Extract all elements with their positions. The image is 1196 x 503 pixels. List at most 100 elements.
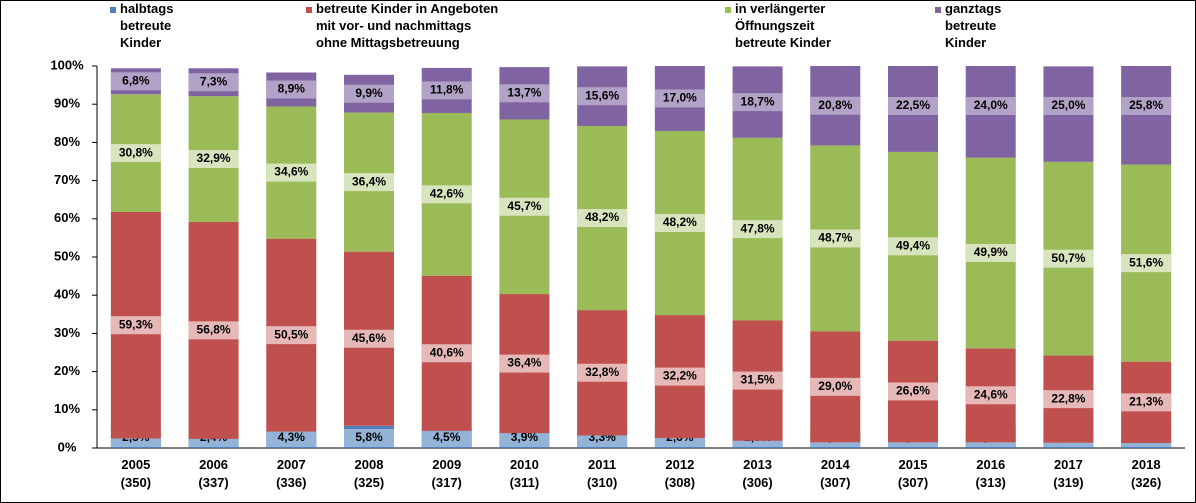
value-label: 13,7% bbox=[507, 85, 541, 99]
value-label: 26,6% bbox=[896, 384, 930, 398]
legend-label: betreute Kinder in Angeboten mit vor- und… bbox=[316, 1, 498, 50]
value-label: 32,9% bbox=[197, 151, 231, 165]
x-tick-label: 2005 (350) bbox=[121, 457, 151, 490]
value-label-box bbox=[344, 84, 394, 103]
x-tick-label: 2012 (308) bbox=[665, 457, 695, 490]
legend-swatch bbox=[110, 7, 116, 13]
value-label-box bbox=[1043, 249, 1094, 268]
value-label-box bbox=[344, 173, 394, 192]
value-label-box bbox=[732, 220, 783, 239]
y-tick-label: 80% bbox=[54, 134, 80, 149]
value-label: 4,3% bbox=[278, 430, 306, 444]
value-label-box bbox=[732, 371, 783, 390]
value-label-box bbox=[965, 97, 1016, 115]
value-label-box bbox=[499, 84, 550, 103]
value-label-box bbox=[188, 73, 239, 92]
value-label: 48,2% bbox=[585, 210, 619, 224]
value-label: 8,9% bbox=[278, 82, 306, 96]
value-label: 22,5% bbox=[896, 98, 930, 112]
value-label-box bbox=[732, 93, 783, 112]
value-label-box bbox=[577, 87, 628, 106]
value-label-box bbox=[421, 344, 472, 363]
value-label: 22,8% bbox=[1051, 391, 1085, 405]
legend-swatch bbox=[725, 7, 731, 13]
y-tick-label: 60% bbox=[54, 210, 80, 225]
value-label: 51,6% bbox=[1129, 255, 1163, 269]
value-label: 42,6% bbox=[430, 187, 464, 201]
value-label-box bbox=[654, 214, 705, 233]
value-label-box bbox=[965, 386, 1016, 405]
value-label: 49,9% bbox=[974, 245, 1008, 259]
value-label: 56,8% bbox=[197, 323, 231, 337]
value-label: 7,3% bbox=[200, 74, 228, 88]
value-label-box bbox=[1121, 393, 1172, 412]
value-label-box bbox=[266, 80, 317, 99]
x-tick-label: 2010 (311) bbox=[510, 457, 540, 490]
value-label: 20,8% bbox=[818, 98, 852, 112]
y-tick-label: 0% bbox=[58, 439, 77, 454]
value-label: 21,3% bbox=[1129, 395, 1163, 409]
value-label-box bbox=[188, 321, 239, 340]
y-tick-label: 10% bbox=[54, 401, 80, 416]
x-tick-label: 2016 (313) bbox=[976, 457, 1006, 490]
value-label: 32,2% bbox=[663, 369, 697, 383]
value-label-box bbox=[266, 326, 317, 345]
value-label: 48,2% bbox=[663, 215, 697, 229]
y-tick-label: 50% bbox=[54, 248, 80, 263]
value-label-box bbox=[810, 229, 861, 248]
value-label-box bbox=[188, 150, 239, 169]
value-label: 59,3% bbox=[119, 317, 153, 331]
value-label-box bbox=[266, 163, 317, 182]
value-label-box bbox=[499, 197, 550, 216]
value-label: 45,7% bbox=[507, 199, 541, 213]
x-tick-label: 2008 (325) bbox=[354, 457, 384, 490]
value-label-box bbox=[266, 429, 317, 447]
x-tick-label: 2017 (319) bbox=[1053, 457, 1083, 490]
value-label: 47,8% bbox=[741, 221, 775, 235]
legend-label: halbtags betreute Kinder bbox=[120, 1, 173, 50]
x-tick-label: 2018 (326) bbox=[1131, 457, 1161, 490]
value-label: 15,6% bbox=[585, 88, 619, 102]
value-label-box bbox=[421, 81, 472, 100]
value-label-box bbox=[810, 96, 861, 115]
x-tick-label: 2011 (310) bbox=[587, 457, 617, 490]
value-label-box bbox=[1043, 97, 1094, 115]
value-label: 36,4% bbox=[352, 174, 386, 188]
value-label-box bbox=[110, 316, 161, 335]
legend-label: in verlängerter Öffnungszeit betreute Kind… bbox=[735, 1, 831, 50]
value-label: 17,0% bbox=[663, 91, 697, 105]
value-label: 3,9% bbox=[511, 430, 539, 444]
value-label: 36,4% bbox=[507, 356, 541, 370]
value-label: 24,6% bbox=[974, 387, 1008, 401]
value-label-box bbox=[421, 429, 472, 447]
value-label-box bbox=[421, 185, 472, 204]
y-tick-label: 40% bbox=[54, 287, 80, 302]
y-tick-label: 90% bbox=[54, 96, 80, 111]
value-label-box bbox=[1121, 254, 1172, 273]
value-label: 29,0% bbox=[818, 379, 852, 393]
value-label-box bbox=[1121, 97, 1172, 115]
value-label-box bbox=[810, 377, 861, 396]
y-tick-label: 30% bbox=[54, 325, 80, 340]
value-label-box bbox=[499, 354, 550, 373]
value-label: 25,8% bbox=[1129, 98, 1163, 112]
y-tick-label: 70% bbox=[54, 172, 80, 187]
value-label-box bbox=[654, 89, 705, 108]
value-label: 49,4% bbox=[896, 238, 930, 252]
value-label-box bbox=[888, 382, 938, 401]
value-label-box bbox=[888, 237, 938, 256]
value-label-box bbox=[577, 209, 628, 228]
value-label: 9,9% bbox=[355, 86, 383, 100]
value-label: 31,5% bbox=[741, 373, 775, 387]
value-label: 25,0% bbox=[1051, 98, 1085, 112]
value-label: 11,8% bbox=[430, 83, 464, 97]
value-label-box bbox=[1043, 390, 1094, 409]
value-label: 5,8% bbox=[355, 430, 383, 444]
x-tick-label: 2015 (307) bbox=[898, 457, 928, 490]
value-label: 30,8% bbox=[119, 145, 153, 159]
value-label: 34,6% bbox=[274, 165, 308, 179]
value-label: 50,7% bbox=[1051, 251, 1085, 265]
bar-segment bbox=[1121, 66, 1172, 165]
value-label: 40,6% bbox=[430, 345, 464, 359]
